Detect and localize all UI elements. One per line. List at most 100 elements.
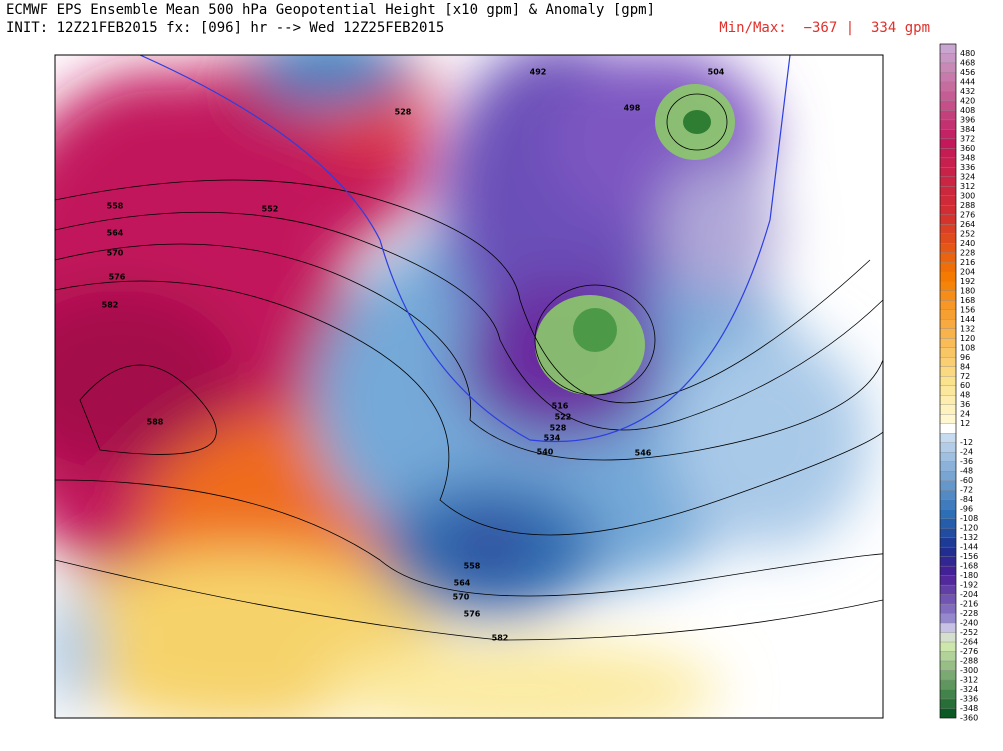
colorbar-swatch (939, 100, 957, 111)
colorbar-swatch (939, 309, 957, 320)
colorbar-label: -132 (960, 533, 978, 542)
colorbar-swatch (939, 205, 957, 216)
colorbar-label: -276 (960, 647, 978, 656)
colorbar-swatch (939, 527, 957, 538)
colorbar-label: 72 (960, 372, 970, 381)
colorbar-label: -300 (960, 666, 978, 675)
colorbar-swatch (939, 243, 957, 253)
colorbar-label: 36 (960, 400, 970, 409)
colorbar-swatch (939, 546, 957, 557)
contour-label: 534 (544, 434, 561, 443)
contour-label: 492 (530, 68, 547, 77)
colorbar-swatch (939, 224, 957, 235)
min-max: Min/Max: −367 | 334 gpm (719, 20, 930, 36)
colorbar-swatch (939, 452, 957, 462)
contour-label: 570 (107, 249, 124, 258)
colorbar-swatch (939, 110, 957, 121)
colorbar-label: 468 (960, 58, 975, 67)
colorbar-label: 240 (960, 239, 975, 248)
colorbar-swatch (939, 423, 957, 434)
colorbar-swatch (939, 622, 957, 633)
colorbar-label: 60 (960, 381, 970, 390)
colorbar-label: -288 (960, 657, 978, 666)
map: 492 504 498 528 558 552 564 570 576 582 588 516 522 5… (55, 55, 883, 718)
contour-label: 588 (147, 418, 164, 427)
colorbar-label: -216 (960, 600, 978, 609)
contour-label: 558 (464, 562, 481, 571)
contour-label: 576 (109, 273, 126, 282)
colorbar-swatch (939, 72, 957, 83)
contour-label: 522 (555, 413, 572, 422)
colorbar-swatch (939, 670, 957, 681)
colorbar-swatch (939, 461, 957, 472)
colorbar-label: -324 (960, 685, 978, 694)
colorbar-swatch (939, 81, 957, 92)
colorbar-swatch (939, 119, 957, 130)
colorbar-label: -264 (960, 638, 978, 647)
colorbar-swatch (939, 167, 957, 178)
colorbar-swatch (939, 319, 957, 329)
contour-label: 552 (262, 205, 279, 214)
colorbar-swatch (939, 138, 957, 149)
colorbar-label: -48 (960, 467, 973, 476)
colorbar-label: 372 (960, 134, 975, 143)
colorbar-label: -96 (960, 505, 973, 514)
contour-label: 570 (453, 593, 470, 602)
colorbar-label: 228 (960, 248, 975, 257)
colorbar-label: -204 (960, 590, 978, 599)
colorbar-swatch (939, 641, 957, 652)
colorbar-swatch (939, 62, 957, 73)
colorbar-swatch (939, 689, 957, 700)
colorbar-swatch (939, 490, 957, 500)
contour-label: 558 (107, 202, 124, 211)
contour-label: 528 (550, 424, 567, 433)
colorbar-swatch (939, 328, 957, 339)
colorbar-swatch (939, 252, 957, 263)
colorbar-swatch (939, 347, 957, 358)
colorbar-swatch (939, 290, 957, 301)
colorbar-swatch (939, 281, 957, 291)
contour-labels: 492 504 498 528 558 552 564 570 576 582 588 516 522 5… (102, 68, 725, 643)
contour-label: 564 (107, 229, 124, 238)
colorbar-label: 444 (960, 77, 975, 86)
colorbar-swatch (939, 613, 957, 624)
colorbar-label: -156 (960, 552, 978, 561)
colorbar-label: -228 (960, 609, 978, 618)
colorbar-label: -60 (960, 476, 973, 485)
colorbar-swatch (939, 53, 957, 64)
colorbar-label: 84 (960, 362, 970, 371)
colorbar: 4804684564444324204083963843723603483363… (939, 43, 978, 723)
colorbar-swatch (939, 262, 957, 272)
colorbar-label: -168 (960, 562, 978, 571)
colorbar-label: 456 (960, 68, 975, 77)
contour-label: 582 (492, 634, 509, 643)
colorbar-swatch (939, 186, 957, 197)
colorbar-label: -360 (960, 714, 978, 723)
colorbar-swatch (939, 480, 957, 491)
colorbar-swatch (939, 433, 957, 443)
colorbar-label: 144 (960, 315, 975, 324)
colorbar-swatch (939, 632, 957, 643)
colorbar-label: 408 (960, 106, 975, 115)
colorbar-label: 132 (960, 324, 975, 333)
colorbar-swatch (939, 679, 957, 690)
colorbar-label: 24 (960, 410, 970, 419)
colorbar-swatch (939, 366, 957, 377)
colorbar-label: 396 (960, 115, 975, 124)
colorbar-label: 12 (960, 419, 970, 428)
colorbar-swatch (939, 575, 957, 586)
init-time: INIT: 12Z21FEB2015 fx: [096] hr --> Wed … (6, 20, 444, 36)
colorbar-swatch (939, 195, 957, 206)
colorbar-label: 420 (960, 96, 975, 105)
colorbar-swatch (939, 395, 957, 405)
colorbar-label: -336 (960, 695, 978, 704)
colorbar-label: -144 (960, 543, 978, 552)
colorbar-label: 480 (960, 49, 975, 58)
map-frame (54, 54, 884, 719)
colorbar-frame (939, 43, 957, 719)
colorbar-label: 96 (960, 353, 970, 362)
colorbar-label: -108 (960, 514, 978, 523)
colorbar-swatch (939, 157, 957, 168)
colorbar-swatch (939, 518, 957, 529)
